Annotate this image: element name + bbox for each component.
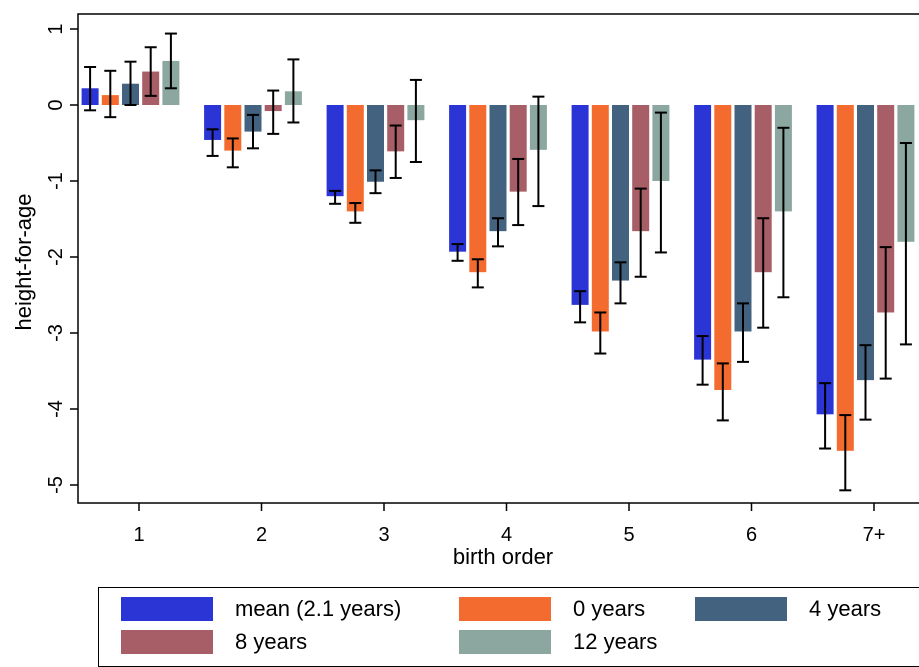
bar (877, 105, 895, 313)
legend-swatch (459, 597, 551, 621)
bar (754, 105, 772, 273)
bar (714, 105, 732, 390)
plot-frame (77, 13, 919, 504)
bar (571, 105, 589, 305)
x-tick-label: 3 (378, 524, 389, 546)
bar (591, 105, 609, 332)
legend: mean (2.1 years) 0 years 4 years 8 years 12 … (98, 587, 919, 667)
x-tick-label: 2 (256, 524, 267, 546)
y-tick-label: 1 (45, 23, 67, 34)
x-tick-label: 5 (623, 524, 634, 546)
x-tick-label: 6 (746, 524, 757, 546)
bar-chart: 1 0 -1 -2 -3 -4 -5 1 2 3 4 5 6 7+ height-for-age birt… (11, 13, 919, 569)
bar (489, 105, 507, 232)
x-axis-label: birth order (453, 544, 553, 569)
bar (346, 105, 364, 212)
bar (326, 105, 344, 197)
y-tick-label: 0 (45, 99, 67, 110)
legend-label: 12 years (573, 629, 658, 654)
legend-swatch (121, 630, 213, 654)
legend-swatch (695, 597, 787, 621)
y-tick-label: -5 (45, 476, 67, 494)
legend-label: mean (2.1 years) (235, 596, 402, 621)
y-tick-label: -4 (45, 400, 67, 418)
bar (836, 105, 854, 451)
x-tick-label: 1 (133, 524, 144, 546)
bar (204, 105, 222, 140)
legend-item: mean (2.1 years) (121, 596, 401, 622)
legend-item: 4 years (695, 596, 881, 622)
bar (367, 105, 384, 182)
x-tick-label: 7+ (863, 524, 886, 546)
y-tick-label: -2 (45, 248, 67, 266)
bar (816, 105, 834, 415)
legend-swatch (121, 597, 213, 621)
x-tick-label: 4 (501, 524, 512, 546)
y-tick-label: -3 (45, 324, 67, 342)
bar (509, 105, 527, 192)
bar (632, 105, 650, 232)
bar (449, 105, 467, 252)
y-axis-label: height-for-age (11, 194, 36, 331)
bar (857, 105, 874, 381)
legend-swatch (459, 630, 551, 654)
legend-item: 8 years (121, 629, 307, 655)
legend-label: 0 years (573, 596, 646, 621)
legend-item: 0 years (459, 596, 645, 622)
plot-area: 1 0 -1 -2 -3 -4 -5 1 2 3 4 5 6 7+ (45, 13, 919, 546)
legend-label: 8 years (235, 629, 308, 654)
bar (469, 105, 487, 273)
bar (612, 105, 629, 281)
y-tick-label: -1 (45, 172, 67, 190)
legend-item: 12 years (459, 629, 657, 655)
legend-label: 4 years (809, 596, 882, 621)
bar (734, 105, 752, 332)
bar (694, 105, 712, 360)
